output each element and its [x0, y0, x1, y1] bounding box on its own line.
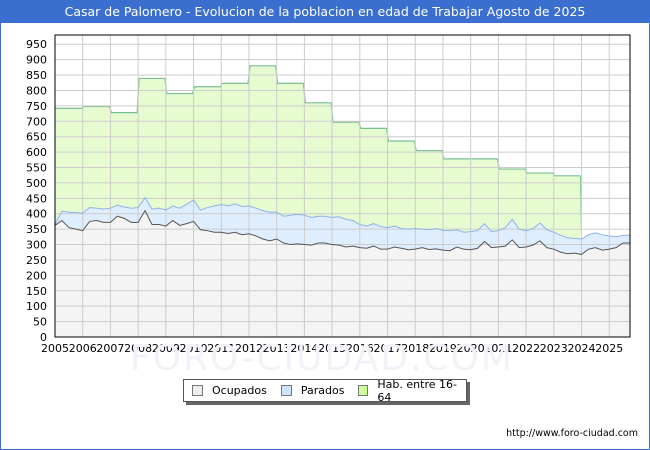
svg-text:2005: 2005	[41, 342, 69, 355]
legend-item-ocupados: Ocupados	[192, 384, 267, 397]
svg-text:2024: 2024	[568, 342, 596, 355]
svg-text:2009: 2009	[152, 342, 180, 355]
svg-text:350: 350	[26, 223, 47, 236]
chart-title: Casar de Palomero - Evolucion de la pobl…	[0, 0, 650, 23]
svg-text:50: 50	[33, 316, 47, 329]
legend-label-parados: Parados	[300, 384, 345, 397]
svg-text:600: 600	[26, 146, 47, 159]
svg-text:2025: 2025	[595, 342, 623, 355]
svg-text:250: 250	[26, 254, 47, 267]
svg-text:950: 950	[26, 38, 47, 51]
svg-text:200: 200	[26, 269, 47, 282]
svg-text:700: 700	[26, 115, 47, 128]
svg-text:2018: 2018	[401, 342, 429, 355]
svg-text:0: 0	[40, 331, 47, 344]
legend: Ocupados Parados Hab. entre 16-64	[183, 378, 467, 404]
svg-text:2017: 2017	[374, 342, 402, 355]
svg-text:2015: 2015	[318, 342, 346, 355]
svg-text:2016: 2016	[346, 342, 374, 355]
svg-text:850: 850	[26, 69, 47, 82]
svg-text:2021: 2021	[484, 342, 512, 355]
hab-swatch-icon	[358, 385, 369, 396]
svg-text:650: 650	[26, 131, 47, 144]
svg-text:550: 550	[26, 162, 47, 175]
svg-text:800: 800	[26, 84, 47, 97]
legend-item-hab: Hab. entre 16-64	[358, 378, 460, 404]
svg-text:500: 500	[26, 177, 47, 190]
svg-text:2019: 2019	[429, 342, 457, 355]
watermark: FORO-CIUDAD.COM	[130, 338, 514, 379]
legend-item-parados: Parados	[280, 384, 345, 397]
svg-text:300: 300	[26, 239, 47, 252]
source-url[interactable]: http://www.foro-ciudad.com	[506, 428, 638, 439]
svg-text:2023: 2023	[540, 342, 568, 355]
svg-text:100: 100	[26, 300, 47, 313]
svg-text:900: 900	[26, 54, 47, 67]
svg-text:2022: 2022	[512, 342, 540, 355]
legend-label-ocupados: Ocupados	[212, 384, 267, 397]
ocupados-swatch-icon	[192, 385, 203, 396]
legend-label-hab: Hab. entre 16-64	[377, 377, 457, 404]
svg-text:2011: 2011	[207, 342, 235, 355]
parados-swatch-icon	[280, 385, 292, 396]
svg-text:750: 750	[26, 100, 47, 113]
svg-text:2020: 2020	[457, 342, 485, 355]
svg-text:2010: 2010	[180, 342, 208, 355]
svg-text:2008: 2008	[124, 342, 152, 355]
svg-text:2013: 2013	[263, 342, 291, 355]
svg-text:150: 150	[26, 285, 47, 298]
svg-text:2012: 2012	[235, 342, 263, 355]
svg-text:2014: 2014	[290, 342, 318, 355]
svg-text:2006: 2006	[69, 342, 97, 355]
svg-text:400: 400	[26, 208, 47, 221]
svg-text:2007: 2007	[96, 342, 124, 355]
svg-text:450: 450	[26, 192, 47, 205]
